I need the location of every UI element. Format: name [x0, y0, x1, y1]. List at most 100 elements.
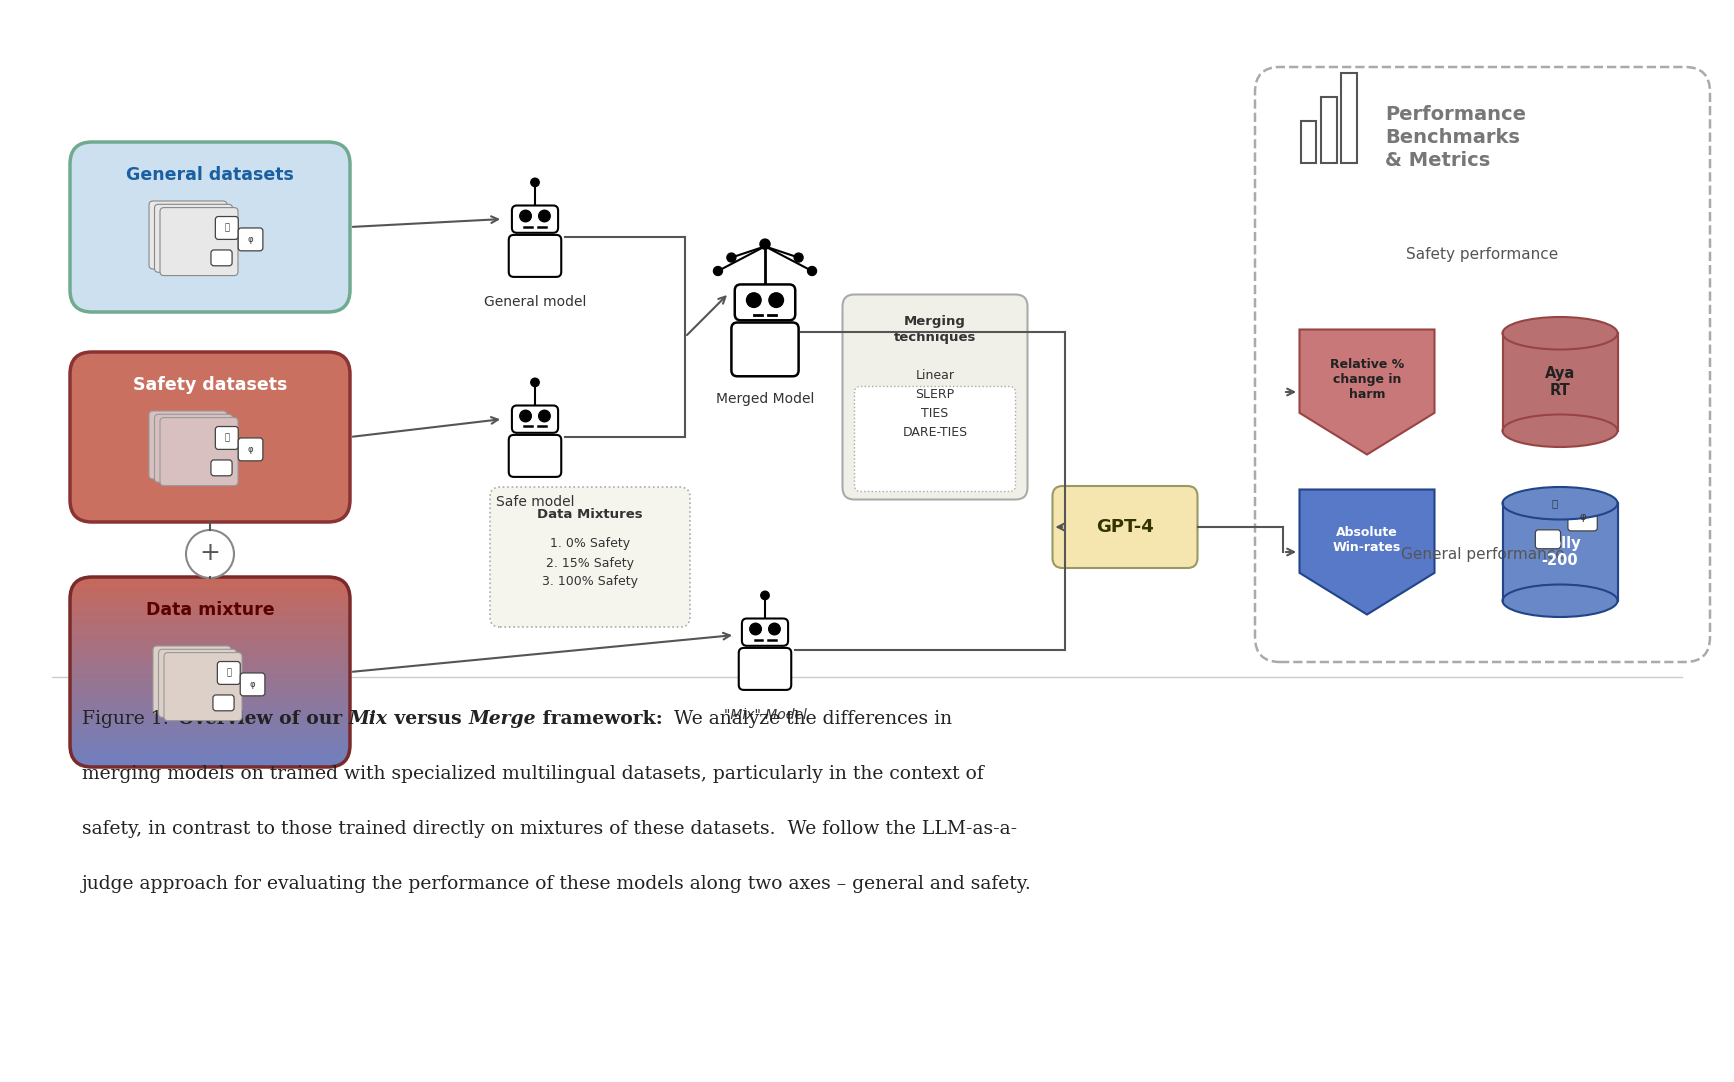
Polygon shape — [1299, 330, 1434, 454]
FancyBboxPatch shape — [69, 142, 350, 312]
FancyBboxPatch shape — [160, 418, 238, 486]
Text: judge approach for evaluating the performance of these models along two axes – g: judge approach for evaluating the perfor… — [81, 875, 1032, 893]
FancyBboxPatch shape — [212, 250, 232, 266]
FancyBboxPatch shape — [69, 352, 350, 522]
FancyBboxPatch shape — [1535, 530, 1561, 549]
Text: Dolly
-200: Dolly -200 — [1540, 536, 1581, 568]
FancyBboxPatch shape — [508, 235, 562, 277]
Ellipse shape — [1502, 414, 1618, 447]
Text: Safety datasets: Safety datasets — [134, 377, 288, 394]
Text: 文: 文 — [1552, 499, 1557, 509]
Text: φ: φ — [248, 235, 253, 243]
Circle shape — [727, 253, 735, 262]
Text: Merged Model: Merged Model — [716, 392, 815, 406]
Text: Safety performance: Safety performance — [1406, 248, 1559, 263]
Text: Merging
techniques: Merging techniques — [893, 315, 976, 343]
FancyBboxPatch shape — [241, 673, 265, 696]
Circle shape — [539, 410, 550, 422]
Text: 1. 0% Safety
2. 15% Safety
3. 100% Safety: 1. 0% Safety 2. 15% Safety 3. 100% Safet… — [543, 538, 638, 589]
Text: General model: General model — [484, 295, 586, 309]
Text: Overview of our: Overview of our — [179, 710, 349, 728]
Text: Data mixture: Data mixture — [146, 601, 274, 619]
FancyBboxPatch shape — [1568, 503, 1597, 531]
FancyBboxPatch shape — [212, 460, 232, 476]
Text: 文: 文 — [224, 224, 229, 233]
Circle shape — [186, 530, 234, 578]
Circle shape — [520, 210, 531, 222]
Text: Merge: Merge — [468, 710, 536, 728]
Circle shape — [749, 623, 761, 635]
Text: Absolute
Win-rates: Absolute Win-rates — [1333, 526, 1401, 554]
Text: φ: φ — [1580, 512, 1587, 523]
Text: Relative %
change in
harm: Relative % change in harm — [1330, 358, 1405, 401]
Text: Mix: Mix — [349, 710, 388, 728]
Circle shape — [520, 410, 531, 422]
Text: Safe model: Safe model — [496, 494, 574, 509]
Text: General datasets: General datasets — [127, 166, 295, 184]
FancyBboxPatch shape — [154, 414, 232, 483]
Text: 文: 文 — [225, 669, 231, 677]
Text: +: + — [199, 541, 220, 565]
Ellipse shape — [1502, 487, 1618, 519]
Text: versus: versus — [388, 710, 468, 728]
Text: safety, in contrast to those trained directly on mixtures of these datasets.  We: safety, in contrast to those trained dir… — [81, 820, 1018, 837]
Text: Linear
SLERP
TIES
DARE-TIES: Linear SLERP TIES DARE-TIES — [902, 369, 968, 439]
Text: merging models on trained with specialized multilingual datasets, particularly i: merging models on trained with specializ… — [81, 765, 983, 783]
FancyBboxPatch shape — [742, 619, 787, 646]
FancyBboxPatch shape — [149, 201, 227, 269]
FancyBboxPatch shape — [843, 294, 1028, 500]
Text: φ: φ — [250, 679, 255, 689]
Bar — [1502, 333, 1618, 431]
Text: GPT-4: GPT-4 — [1096, 518, 1153, 536]
FancyBboxPatch shape — [213, 695, 234, 711]
FancyBboxPatch shape — [215, 216, 238, 239]
Text: Aya
RT: Aya RT — [1545, 366, 1574, 398]
Polygon shape — [1299, 489, 1434, 615]
Text: We analyze the differences in: We analyze the differences in — [662, 710, 952, 728]
FancyBboxPatch shape — [1255, 67, 1710, 662]
FancyBboxPatch shape — [739, 648, 791, 690]
FancyBboxPatch shape — [160, 208, 238, 276]
Text: Data Mixtures: Data Mixtures — [538, 507, 643, 520]
FancyBboxPatch shape — [1540, 490, 1568, 517]
Text: 文: 文 — [224, 434, 229, 443]
FancyBboxPatch shape — [158, 649, 236, 717]
Circle shape — [808, 266, 817, 276]
Circle shape — [759, 239, 770, 249]
Circle shape — [768, 293, 784, 307]
FancyBboxPatch shape — [238, 228, 264, 251]
Text: φ: φ — [248, 445, 253, 454]
FancyBboxPatch shape — [855, 386, 1016, 491]
Bar — [1321, 97, 1337, 163]
FancyBboxPatch shape — [154, 204, 232, 273]
Circle shape — [747, 293, 761, 307]
FancyBboxPatch shape — [153, 646, 231, 714]
Circle shape — [531, 379, 539, 386]
FancyBboxPatch shape — [215, 426, 238, 449]
FancyBboxPatch shape — [732, 322, 799, 377]
Circle shape — [761, 591, 770, 599]
FancyBboxPatch shape — [217, 661, 241, 685]
Circle shape — [794, 253, 803, 262]
Text: General performance: General performance — [1401, 547, 1564, 563]
FancyBboxPatch shape — [735, 285, 796, 320]
Ellipse shape — [1502, 584, 1618, 617]
FancyBboxPatch shape — [508, 435, 562, 477]
Ellipse shape — [1502, 317, 1618, 349]
Text: Performance
Benchmarks
& Metrics: Performance Benchmarks & Metrics — [1385, 105, 1526, 170]
Bar — [1502, 503, 1618, 601]
Circle shape — [539, 210, 550, 222]
FancyBboxPatch shape — [165, 652, 243, 721]
FancyBboxPatch shape — [1053, 486, 1198, 568]
Circle shape — [768, 623, 780, 635]
Text: framework:: framework: — [536, 710, 662, 728]
Bar — [1342, 72, 1358, 163]
Text: "Mix" Model: "Mix" Model — [723, 708, 806, 722]
Circle shape — [531, 179, 539, 186]
FancyBboxPatch shape — [491, 487, 690, 626]
FancyBboxPatch shape — [149, 411, 227, 479]
Circle shape — [713, 266, 723, 276]
Text: Figure 1:: Figure 1: — [81, 710, 179, 728]
Bar — [1300, 121, 1316, 163]
FancyBboxPatch shape — [238, 438, 264, 461]
